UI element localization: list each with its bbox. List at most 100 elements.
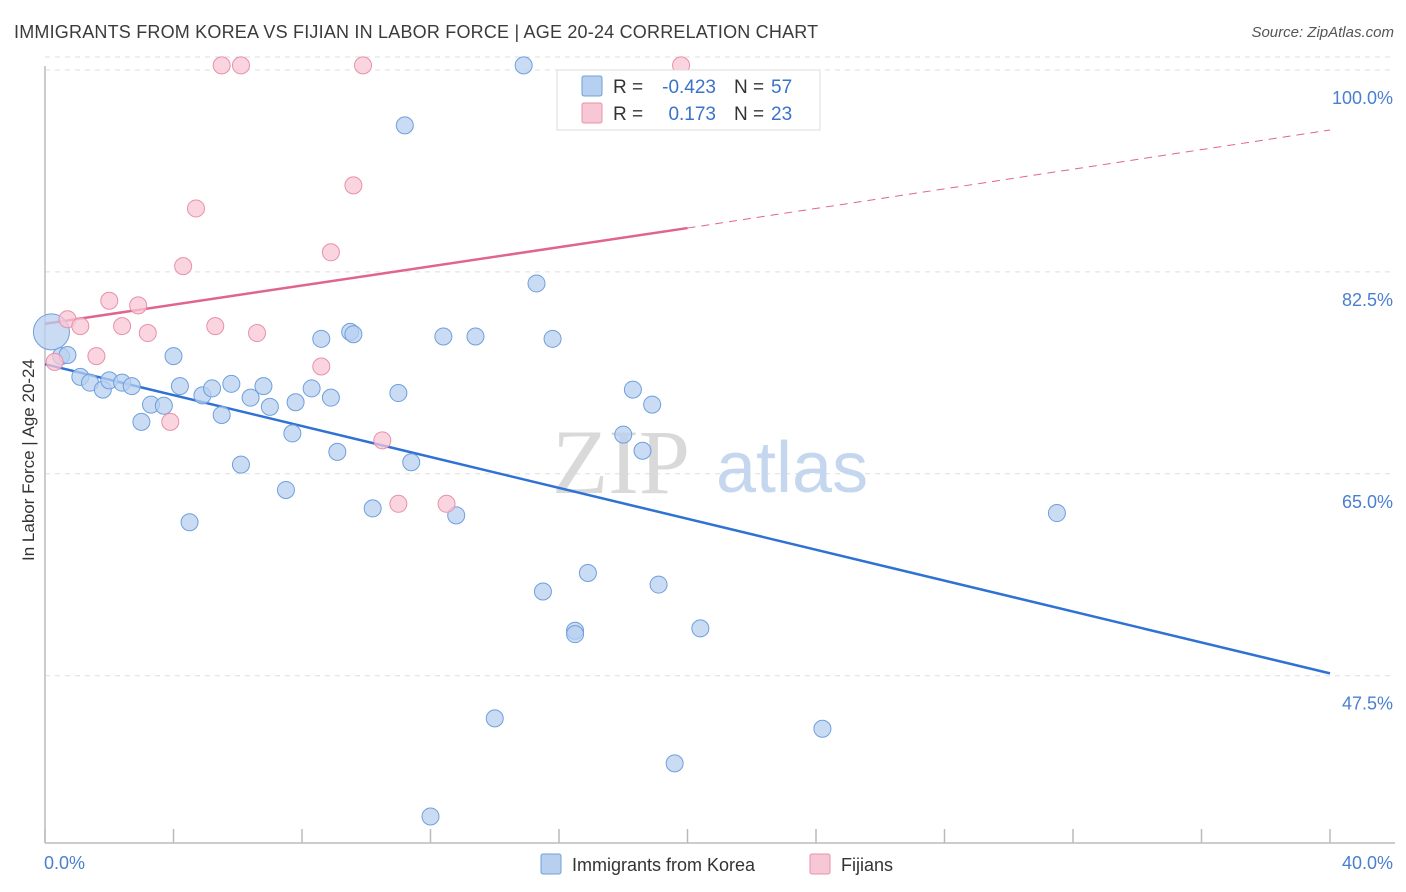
korea-point — [527, 274, 546, 293]
y-axis-title: In Labor Force | Age 20-24 — [19, 359, 38, 561]
korea-point — [222, 374, 241, 393]
korea-point — [543, 329, 562, 348]
korea-point — [649, 575, 668, 594]
korea-point — [633, 441, 652, 460]
legend-fiji-n-value: 23 — [771, 104, 792, 125]
bottom-legend-fiji-swatch — [809, 853, 831, 875]
fiji-point — [437, 494, 456, 513]
chart-source: Source: ZipAtlas.com — [1251, 24, 1394, 41]
legend-fiji-swatch — [581, 102, 603, 124]
fiji-point — [312, 357, 331, 376]
fiji-point — [186, 199, 205, 218]
fiji-point — [344, 176, 363, 195]
korea-point — [180, 513, 199, 532]
korea-point — [421, 807, 440, 826]
korea-point — [164, 347, 183, 366]
korea-point — [389, 384, 408, 403]
korea-point — [1047, 504, 1066, 523]
fiji-point — [45, 352, 64, 371]
chart-title: IMMIGRANTS FROM KOREA VS FIJIAN IN LABOR… — [14, 22, 819, 42]
x-tick-label-start: 0.0% — [44, 853, 85, 873]
korea-point — [566, 625, 585, 644]
korea-point — [203, 379, 222, 398]
legend-korea-n-value: 57 — [771, 77, 792, 98]
y-tick-label: 65.0% — [1342, 492, 1393, 512]
korea-point — [321, 388, 340, 407]
fiji-point — [389, 494, 408, 513]
fiji-point — [212, 56, 231, 75]
watermark-atlas: atlas — [716, 428, 868, 508]
x-tick-label-end: 40.0% — [1342, 853, 1393, 873]
korea-point — [665, 754, 684, 773]
bottom-legend-korea-swatch — [540, 853, 562, 875]
gridlines — [45, 56, 1395, 677]
korea-point — [154, 396, 173, 415]
y-tick-label: 47.5% — [1342, 694, 1393, 714]
korea-point — [254, 377, 273, 396]
trend-lines — [44, 129, 1331, 675]
korea-point — [241, 388, 260, 407]
x-tick-labels: 0.0% 40.0% — [44, 853, 1393, 873]
axes — [44, 66, 1395, 844]
korea-point — [466, 327, 485, 346]
korea-point — [122, 377, 141, 396]
fiji-point — [113, 317, 132, 336]
fiji-point — [129, 296, 148, 315]
bottom-legend-korea-label: Immigrants from Korea — [572, 855, 756, 875]
korea-trend-line — [44, 362, 1331, 675]
korea-point — [514, 56, 533, 75]
korea-point — [691, 619, 710, 638]
fiji-point — [87, 347, 106, 366]
legend-korea-r-value: -0.423 — [662, 77, 716, 98]
korea-point — [344, 325, 363, 344]
korea-point — [614, 425, 633, 444]
legend-korea-swatch — [581, 75, 603, 97]
fiji-point — [100, 291, 119, 310]
y-tick-label: 82.5% — [1342, 290, 1393, 310]
bottom-legend-fiji-label: Fijians — [841, 855, 893, 875]
legend-korea-r-label: R = — [613, 77, 643, 98]
data-points — [32, 56, 1066, 826]
korea-point — [402, 453, 421, 472]
legend-korea-n-label: N = — [734, 77, 764, 98]
fiji-point — [138, 324, 157, 343]
fiji-point — [373, 431, 392, 450]
legend-fiji-n-label: N = — [734, 104, 764, 125]
legend: R = -0.423 N = 57 R = 0.173 N = 23 — [556, 69, 821, 131]
fiji-point — [161, 412, 180, 431]
watermark: ZIP atlas — [552, 411, 868, 513]
fiji-point — [174, 257, 193, 276]
korea-point — [395, 116, 414, 135]
fiji-point — [206, 317, 225, 336]
legend-fiji-r-label: R = — [613, 104, 643, 125]
korea-point — [132, 412, 151, 431]
y-tick-label: 100.0% — [1332, 88, 1393, 108]
korea-point — [302, 379, 321, 398]
korea-point — [286, 393, 305, 412]
korea-point — [212, 405, 231, 424]
korea-point — [533, 582, 552, 601]
korea-point — [170, 377, 189, 396]
korea-point — [643, 395, 662, 414]
korea-point — [260, 397, 279, 416]
korea-point — [328, 442, 347, 461]
korea-point — [231, 455, 250, 474]
korea-point — [485, 709, 504, 728]
korea-point — [276, 480, 295, 499]
korea-point — [813, 719, 832, 738]
fiji-trend-line — [44, 226, 688, 326]
korea-point — [312, 329, 331, 348]
korea-point — [578, 564, 597, 583]
fiji-point — [231, 56, 250, 75]
korea-point — [623, 380, 642, 399]
korea-point — [283, 424, 302, 443]
fiji-point — [71, 317, 90, 336]
y-tick-labels: 47.5% 65.0% 82.5% 100.0% — [1332, 88, 1393, 714]
korea-point — [363, 499, 382, 518]
legend-fiji-r-value: 0.173 — [668, 104, 716, 125]
fiji-point — [321, 243, 340, 262]
bottom-legend: Immigrants from Korea Fijians — [540, 853, 893, 875]
fiji-point — [248, 324, 267, 343]
korea-point — [447, 506, 466, 525]
